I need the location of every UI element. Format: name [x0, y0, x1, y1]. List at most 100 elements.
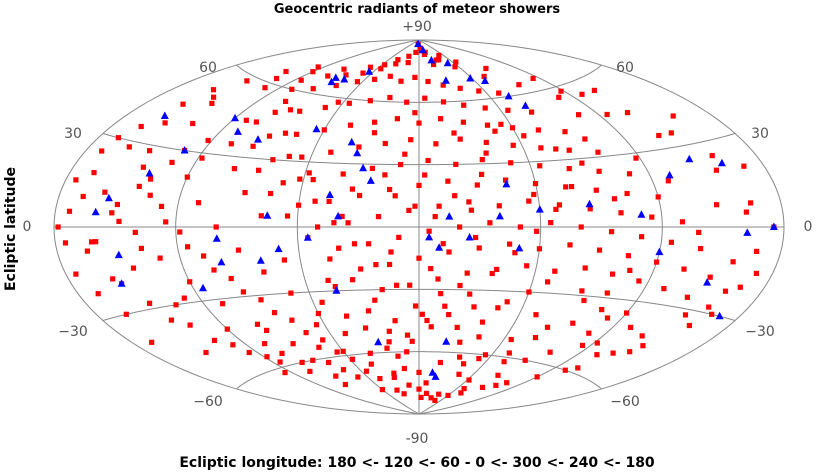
radiant-point-square	[286, 153, 292, 159]
radiant-point-square	[409, 338, 415, 344]
radiant-point-triangle	[465, 233, 474, 241]
radiant-point-square	[438, 291, 444, 297]
radiant-point-triangle	[443, 58, 452, 67]
radiant-point-square	[479, 384, 486, 390]
radiant-point-square	[261, 269, 267, 275]
radiant-point-square	[89, 239, 95, 245]
lat-tick-minus60-right: −60	[610, 394, 640, 410]
radiant-point-square	[534, 374, 540, 380]
radiant-point-square	[332, 284, 338, 290]
radiant-point-square	[517, 224, 523, 230]
radiant-point-square	[552, 268, 558, 274]
radiant-point-square	[495, 305, 501, 311]
radiant-point-square	[698, 246, 704, 252]
radiant-point-square	[706, 304, 712, 310]
radiant-point-square	[566, 147, 572, 153]
radiant-point-square	[476, 88, 482, 94]
radiant-point-square	[412, 203, 418, 209]
radiant-point-square	[529, 109, 535, 115]
radiant-point-square	[713, 167, 719, 173]
radiant-point-square	[482, 352, 489, 358]
radiant-point-square	[433, 141, 439, 147]
radiant-point-triangle	[495, 211, 504, 220]
radiant-point-triangle	[535, 205, 544, 213]
radiant-point-square	[379, 387, 385, 393]
radiant-point-square	[315, 64, 321, 70]
radiant-point-square	[440, 82, 446, 88]
radiant-point-square	[138, 123, 144, 130]
radiant-point-square	[412, 74, 418, 80]
radiant-point-square	[474, 182, 480, 188]
radiant-point-square	[343, 72, 349, 78]
radiant-point-triangle	[366, 176, 375, 184]
radiant-point-square	[722, 288, 729, 294]
radiant-point-square	[624, 310, 630, 316]
radiant-point-square	[310, 69, 316, 75]
lat-tick-0-left: 0	[23, 219, 32, 235]
radiant-point-square	[670, 113, 676, 119]
radiant-point-square	[417, 45, 423, 51]
radiant-point-square	[451, 130, 457, 136]
radiant-point-square	[507, 241, 513, 247]
radiant-point-square	[349, 356, 355, 362]
radiant-point-square	[398, 78, 404, 84]
radiant-point-square	[581, 297, 587, 304]
radiant-point-square	[327, 256, 333, 262]
radiant-point-square	[532, 181, 539, 187]
radiant-point-square	[147, 148, 153, 154]
radiant-point-square	[416, 120, 422, 126]
radiant-point-square	[391, 374, 397, 380]
radiant-point-square	[199, 155, 205, 161]
radiant-point-square	[593, 187, 599, 193]
radiant-point-square	[387, 261, 393, 268]
radiant-point-square	[579, 91, 585, 97]
radiant-point-square	[627, 267, 633, 273]
radiant-point-square	[297, 176, 303, 182]
radiant-point-square	[312, 198, 318, 204]
radiant-point-square	[325, 277, 331, 283]
lat-tick-top: +90	[402, 19, 432, 35]
radiant-point-triangle	[340, 75, 349, 83]
radiant-point-square	[62, 240, 69, 246]
radiant-point-square	[315, 224, 321, 230]
radiant-point-square	[371, 130, 378, 136]
radiant-point-square	[109, 210, 115, 216]
radiant-point-triangle	[212, 234, 221, 242]
radiant-point-square	[288, 290, 294, 296]
radiant-point-square	[340, 367, 347, 373]
radiant-point-square	[741, 163, 747, 169]
radiant-point-triangle	[414, 39, 423, 48]
radiant-point-square	[413, 303, 419, 309]
radiant-point-square	[422, 95, 428, 101]
radiant-point-square	[262, 85, 268, 91]
radiant-point-square	[322, 104, 328, 111]
radiant-point-square	[320, 337, 326, 343]
radiant-point-square	[432, 214, 438, 220]
radiant-point-square	[461, 361, 467, 367]
radiant-point-triangle	[256, 256, 265, 264]
radiant-point-square	[357, 192, 363, 199]
radiant-point-square	[341, 66, 347, 72]
radiant-point-triangle	[145, 169, 154, 177]
radiant-point-square	[358, 266, 364, 272]
radiant-point-square	[271, 310, 278, 316]
radiant-point-square	[426, 228, 432, 234]
radiant-point-square	[382, 62, 388, 68]
radiant-point-square	[132, 229, 138, 235]
radiant-point-square	[157, 255, 163, 261]
radiant-point-square	[457, 354, 463, 360]
radiant-point-square	[640, 343, 646, 349]
radiant-point-square	[460, 119, 466, 125]
radiant-point-square	[492, 128, 498, 134]
radiant-point-square	[277, 359, 283, 365]
radiant-point-square	[110, 276, 116, 282]
radiant-point-square	[567, 242, 573, 248]
radiant-point-square	[213, 224, 219, 230]
radiant-point-square	[290, 341, 296, 347]
radiant-point-square	[479, 171, 485, 177]
radiant-point-square	[604, 315, 611, 321]
radiant-point-triangle	[353, 148, 362, 157]
radiant-point-square	[242, 190, 248, 196]
radiant-point-square	[344, 313, 350, 319]
radiant-point-square	[316, 344, 322, 350]
